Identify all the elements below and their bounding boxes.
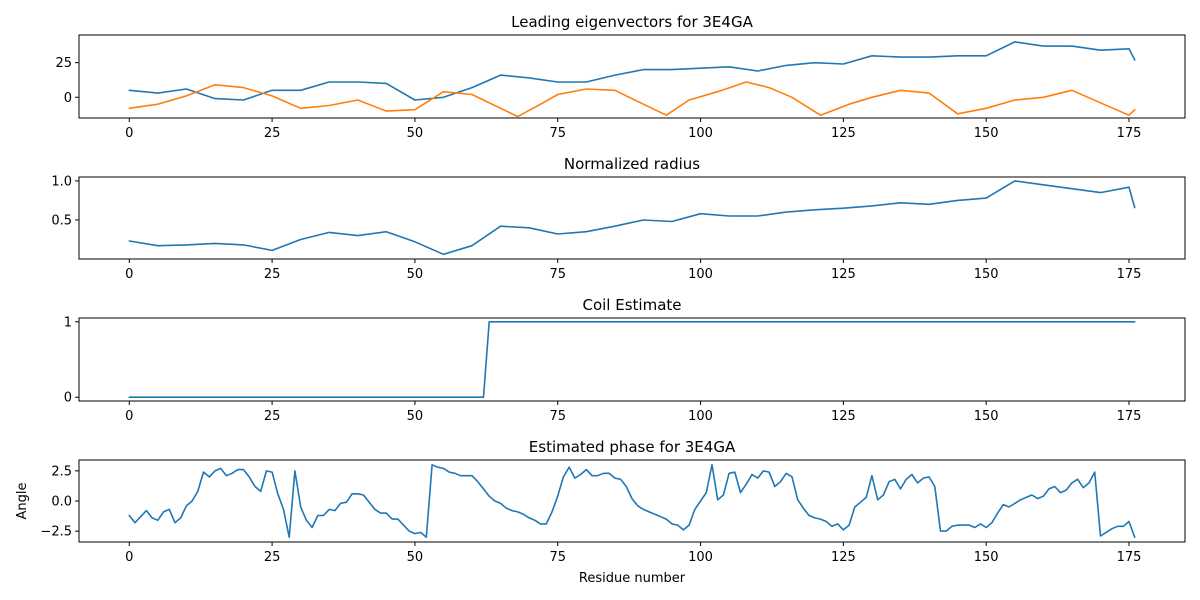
x-tick-label: 125 (831, 126, 856, 141)
x-tick-label: 25 (264, 126, 281, 141)
x-axis-label: Residue number (579, 571, 686, 586)
x-tick-label: 125 (831, 267, 856, 282)
y-tick-label: 0.0 (51, 495, 72, 510)
x-tick-label: 50 (407, 126, 424, 141)
y-tick-label: 1 (64, 315, 72, 330)
x-tick-label: 0 (125, 267, 133, 282)
y-tick-label: 0 (64, 91, 72, 106)
x-tick-label: 100 (688, 126, 713, 141)
series-line-1 (128, 41, 1136, 101)
x-tick-label: 175 (1117, 409, 1142, 424)
x-tick-label: 25 (264, 267, 281, 282)
y-tick-label: 0 (64, 391, 72, 406)
y-tick-label: 25 (55, 56, 72, 71)
x-tick-label: 0 (125, 409, 133, 424)
chart-title: Leading eigenvectors for 3E4GA (511, 13, 753, 31)
x-tick-label: 100 (688, 550, 713, 565)
y-tick-label: 1.0 (51, 174, 72, 189)
x-tick-label: 75 (549, 409, 566, 424)
x-tick-label: 150 (974, 409, 999, 424)
y-tick-label: −2.5 (40, 525, 72, 540)
x-tick-label: 175 (1117, 550, 1142, 565)
y-axis-label: Angle (15, 483, 30, 520)
plot-frame (78, 317, 1186, 402)
x-tick-label: 0 (125, 550, 133, 565)
x-tick-label: 25 (264, 409, 281, 424)
chart-title: Estimated phase for 3E4GA (529, 438, 736, 456)
x-tick-label: 175 (1117, 267, 1142, 282)
x-tick-label: 100 (688, 409, 713, 424)
x-tick-label: 125 (831, 550, 856, 565)
series-line-1 (128, 321, 1136, 398)
x-tick-label: 175 (1117, 126, 1142, 141)
plot-frame (78, 176, 1186, 260)
x-tick-label: 75 (549, 126, 566, 141)
y-tick-label: 2.5 (51, 464, 72, 479)
x-tick-label: 50 (407, 550, 424, 565)
chart-title: Coil Estimate (582, 296, 681, 314)
x-tick-label: 100 (688, 267, 713, 282)
x-tick-label: 150 (974, 550, 999, 565)
x-tick-label: 75 (549, 550, 566, 565)
chart-title: Normalized radius (564, 155, 700, 173)
plot-frame (78, 34, 1186, 119)
x-tick-label: 0 (125, 126, 133, 141)
series-line-1 (128, 180, 1136, 256)
y-tick-label: 0.5 (51, 213, 72, 228)
x-tick-label: 50 (407, 409, 424, 424)
x-tick-label: 150 (974, 267, 999, 282)
series-line-1 (128, 464, 1136, 538)
x-tick-label: 125 (831, 409, 856, 424)
x-tick-label: 50 (407, 267, 424, 282)
series-line-2 (128, 81, 1136, 118)
x-tick-label: 75 (549, 267, 566, 282)
x-tick-label: 25 (264, 550, 281, 565)
x-tick-label: 150 (974, 126, 999, 141)
